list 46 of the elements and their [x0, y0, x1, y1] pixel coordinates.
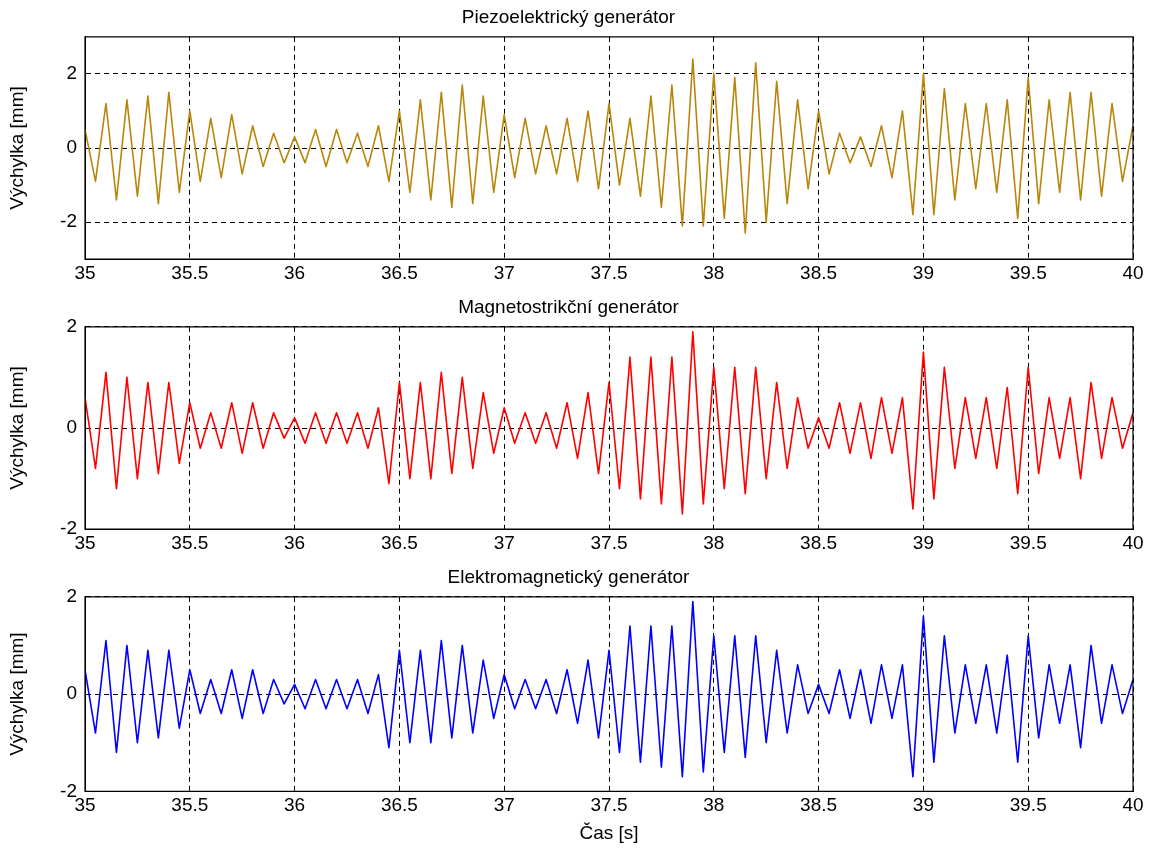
x-tick-label: 40: [1122, 531, 1144, 553]
x-tick-label: 38: [703, 261, 725, 283]
x-tick-label: 38.5: [800, 261, 838, 283]
x-tick-label: 39.5: [1009, 794, 1047, 816]
x-tick-label: 39.5: [1009, 531, 1047, 553]
x-tick-label: 36.5: [380, 794, 418, 816]
x-tick-label: 39: [912, 794, 934, 816]
x-tick-label: 38.5: [800, 531, 838, 553]
x-tick-label: 36: [284, 794, 306, 816]
x-tick-label: 36: [284, 531, 306, 553]
x-tick-label: 39.5: [1009, 261, 1047, 283]
x-tick-label: 37.5: [590, 261, 628, 283]
y-axis-title: Výchylka [mm]: [5, 86, 27, 210]
x-tick-label: 35: [74, 261, 96, 283]
x-tick-label: 35: [74, 794, 96, 816]
x-tick-label: 38: [703, 794, 725, 816]
x-tick-label: 36: [284, 261, 306, 283]
x-tick-label: 39: [912, 261, 934, 283]
x-tick-label: 35.5: [171, 794, 209, 816]
y-tick-label: 2: [66, 585, 77, 607]
chart-title: Piezoelektrický generátor: [461, 5, 676, 27]
y-axis-title: Výchylka [mm]: [5, 632, 27, 756]
x-tick-label: 37: [493, 261, 515, 283]
y-tick-label: 2: [66, 315, 77, 337]
y-tick-label: 0: [66, 682, 77, 704]
x-tick-label: 39: [912, 531, 934, 553]
x-tick-label: 37: [493, 531, 515, 553]
x-axis-title: Čas [s]: [579, 821, 639, 843]
x-tick-label: 40: [1122, 794, 1144, 816]
x-tick-label: 37.5: [590, 531, 628, 553]
y-tick-label: -2: [60, 210, 77, 232]
y-tick-label: 2: [66, 62, 77, 84]
x-tick-label: 38: [703, 531, 725, 553]
chart-title: Elektromagnetický generátor: [447, 565, 691, 587]
x-tick-label: 36.5: [380, 531, 418, 553]
y-axis-title: Výchylka [mm]: [5, 366, 27, 490]
x-tick-label: 35.5: [171, 531, 209, 553]
x-tick-label: 38.5: [800, 794, 838, 816]
x-tick-label: 36.5: [380, 261, 418, 283]
y-tick-label: 0: [66, 136, 77, 158]
chart-title: Magnetostrikční generátor: [458, 295, 680, 317]
x-tick-label: 40: [1122, 261, 1144, 283]
x-tick-label: 35.5: [171, 261, 209, 283]
x-tick-label: 37: [493, 794, 515, 816]
y-tick-label: 0: [66, 416, 77, 438]
x-tick-label: 37.5: [590, 794, 628, 816]
